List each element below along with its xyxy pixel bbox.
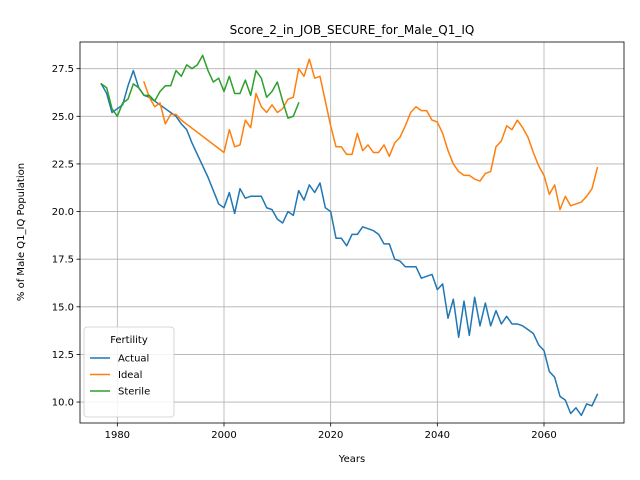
y-axis-label: % of Male Q1_IQ Population — [16, 163, 27, 301]
series-line-actual — [100, 69, 599, 417]
x-tick-label: 2000 — [211, 430, 236, 441]
legend-label-actual: Actual — [118, 354, 149, 365]
legend-box — [83, 326, 175, 418]
series-line-sterile — [100, 54, 300, 119]
y-tick-label: 15.0 — [52, 302, 74, 313]
chart-title: Score_2_in_JOB_SECURE_for_Male_Q1_IQ — [230, 23, 475, 37]
x-tick-label: 1980 — [105, 430, 130, 441]
x-axis-label: Years — [338, 454, 365, 465]
legend-items: Actual Ideal Sterile — [90, 354, 150, 398]
y-tick-label: 27.5 — [52, 64, 74, 75]
y-tick-label: 25.0 — [52, 112, 74, 123]
y-tick-label: 22.5 — [52, 159, 74, 170]
legend: Fertility Actual Ideal Sterile — [83, 326, 175, 418]
x-tick-label: 2020 — [318, 430, 343, 441]
series-layer — [100, 54, 599, 417]
legend-title: Fertility — [110, 335, 148, 346]
plot-frame — [79, 41, 625, 424]
y-tick-label: 12.5 — [52, 350, 74, 361]
y-tick-label: 17.5 — [52, 255, 74, 266]
x-tick-label: 2060 — [531, 430, 556, 441]
x-tick-label: 2040 — [425, 430, 450, 441]
legend-label-ideal: Ideal — [118, 370, 142, 381]
axis-ticks: 1980 2000 2020 2040 2060 10.0 12.5 15.0 17.5 20.0… — [52, 64, 557, 441]
y-tick-label: 10.0 — [52, 398, 74, 409]
legend-label-sterile: Sterile — [118, 387, 150, 398]
y-tick-label: 20.0 — [52, 207, 74, 218]
series-line-ideal — [143, 58, 599, 211]
